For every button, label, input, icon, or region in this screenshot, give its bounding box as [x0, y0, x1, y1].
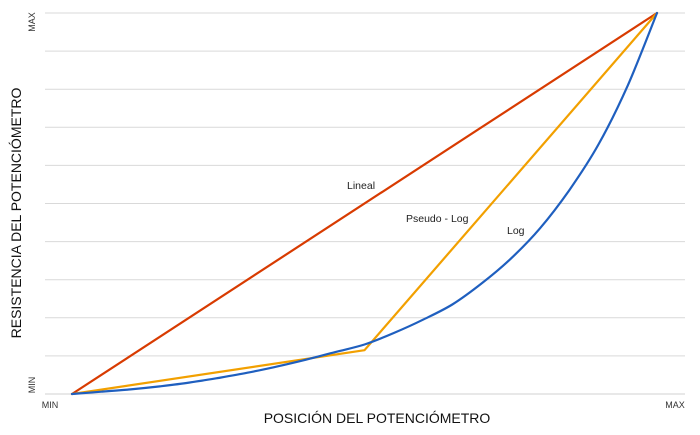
series-label-lineal: Lineal [347, 180, 375, 192]
y-tick-max: MAX [27, 12, 37, 32]
x-tick-max: MAX [665, 400, 685, 410]
y-tick-min: MIN [27, 377, 37, 394]
series-line-pseudo-log [70, 11, 659, 396]
y-axis-title: RESISTENCIA DEL POTENCIÓMETRO [8, 88, 24, 339]
series-label-pseudo-log: Pseudo - Log [406, 213, 469, 225]
series-line-lineal [70, 11, 659, 396]
series-label-log: Log [507, 225, 525, 237]
series-lines [70, 11, 659, 396]
series-line-log [70, 11, 659, 396]
x-tick-min: MIN [42, 400, 59, 410]
x-axis-title: POSICIÓN DEL POTENCIÓMETRO [264, 410, 491, 426]
